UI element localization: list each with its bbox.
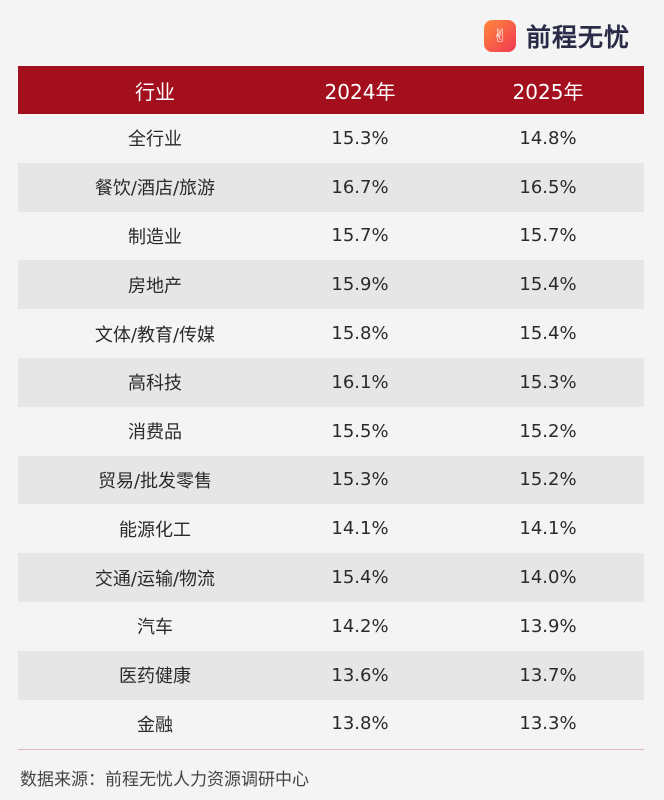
cell-industry: 高科技 <box>128 373 182 395</box>
cell-2025: 15.2% <box>519 469 577 491</box>
table-row: 医药健康 13.6% 13.7% <box>18 650 644 700</box>
cell-2025: 15.4% <box>519 323 577 345</box>
cell-2025: 14.1% <box>519 518 577 540</box>
cell-industry: 全行业 <box>128 129 182 151</box>
table-row: 消费品 15.5% 15.2% <box>18 407 644 456</box>
table-row: 餐饮/酒店/旅游 16.7% 16.5% <box>18 162 644 212</box>
cell-2024: 13.8% <box>331 713 389 735</box>
cell-2024: 16.1% <box>331 371 389 393</box>
cell-2025: 14.8% <box>519 127 577 149</box>
table-row: 制造业 15.7% 15.7% <box>18 212 644 261</box>
cell-2024: 15.3% <box>331 127 389 149</box>
cell-2024: 14.2% <box>331 615 389 637</box>
data-source: 数据来源：前程无忧人力资源调研中心 <box>20 770 309 790</box>
brand: ✌ 前程无忧 <box>484 18 630 54</box>
brand-logo-icon: ✌ <box>484 20 516 52</box>
cell-2024: 15.9% <box>331 274 389 296</box>
cell-industry: 交通/运输/物流 <box>94 568 216 590</box>
cell-2025: 13.7% <box>519 664 577 686</box>
cell-2024: 16.7% <box>331 176 389 198</box>
cell-2024: 14.1% <box>331 518 389 540</box>
cell-industry: 文体/教育/传媒 <box>94 324 216 346</box>
cell-2025: 15.7% <box>519 225 577 247</box>
table-row: 汽车 14.2% 13.9% <box>18 602 644 651</box>
cell-2025: 15.3% <box>519 371 577 393</box>
header-industry: 行业 <box>135 79 175 104</box>
cell-2024: 15.8% <box>331 323 389 345</box>
divider <box>18 749 644 750</box>
cell-2024: 15.7% <box>331 225 389 247</box>
cell-industry: 能源化工 <box>119 519 191 541</box>
table-row: 文体/教育/传媒 15.8% 15.4% <box>18 309 644 358</box>
cell-industry: 房地产 <box>128 275 182 297</box>
cell-2024: 13.6% <box>331 664 389 686</box>
cell-industry: 餐饮/酒店/旅游 <box>94 178 216 200</box>
cell-2025: 14.0% <box>519 567 577 589</box>
cell-industry: 贸易/批发零售 <box>97 470 213 492</box>
cell-2025: 16.5% <box>519 176 577 198</box>
table-row: 金融 13.8% 13.3% <box>18 700 644 749</box>
table-row: 能源化工 14.1% 14.1% <box>18 504 644 553</box>
header-2025: 2025年 <box>512 79 584 104</box>
cell-industry: 金融 <box>137 714 173 736</box>
table-row: 全行业 15.3% 14.8% <box>18 114 644 163</box>
cell-2024: 15.4% <box>331 567 389 589</box>
table-row: 高科技 16.1% 15.3% <box>18 357 644 407</box>
table-row: 贸易/批发零售 15.3% 15.2% <box>18 455 644 505</box>
cell-industry: 制造业 <box>128 226 182 248</box>
cell-2025: 15.2% <box>519 420 577 442</box>
cell-industry: 医药健康 <box>119 666 191 688</box>
cell-2025: 13.9% <box>519 615 577 637</box>
header-2024: 2024年 <box>324 79 396 104</box>
data-table: 行业 2024年 2025年 全行业 15.3% 14.8% 餐饮/酒店/旅游 16.7… <box>18 66 644 748</box>
cell-2024: 15.5% <box>331 420 389 442</box>
cell-industry: 汽车 <box>137 617 173 639</box>
table-header: 行业 2024年 2025年 <box>18 66 644 114</box>
cell-industry: 消费品 <box>128 422 182 444</box>
cell-2025: 13.3% <box>519 713 577 735</box>
cell-2024: 15.3% <box>331 469 389 491</box>
table-row: 交通/运输/物流 15.4% 14.0% <box>18 553 644 602</box>
table-row: 房地产 15.9% 15.4% <box>18 260 644 310</box>
brand-name: 前程无忧 <box>526 23 631 52</box>
cell-2025: 15.4% <box>519 274 577 296</box>
